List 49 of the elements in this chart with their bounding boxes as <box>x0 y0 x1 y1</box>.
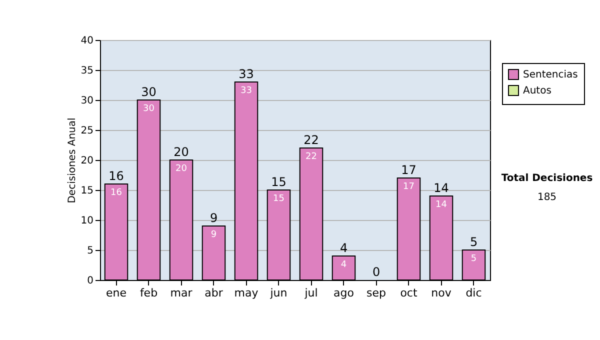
total-label: 17 <box>401 163 416 177</box>
total-label: 30 <box>141 85 156 99</box>
total-label: 22 <box>304 133 319 147</box>
x-tick-label: jun <box>269 286 288 300</box>
x-tick-label: jul <box>304 286 318 300</box>
data-label: 33 <box>240 86 252 96</box>
total-label: 4 <box>340 241 348 255</box>
x-tick-label: feb <box>140 286 158 300</box>
y-tick-label: 10 <box>80 216 94 226</box>
x-tick-label: may <box>234 286 259 300</box>
y-tick-label: 40 <box>80 36 94 46</box>
data-label: 14 <box>436 200 448 210</box>
legend-label: Sentencias <box>523 70 578 80</box>
x-tick-label: nov <box>431 286 452 300</box>
y-tick-label: 5 <box>87 246 94 256</box>
y-tick-label: 30 <box>80 96 94 106</box>
y-tick-label: 25 <box>80 126 94 136</box>
y-axis-title: Decisiones Anual <box>66 118 78 204</box>
legend-label: Autos <box>523 86 552 96</box>
data-label: 4 <box>340 260 347 270</box>
total-label: 16 <box>108 169 124 183</box>
data-label: 15 <box>273 194 284 204</box>
data-label: 22 <box>306 152 317 162</box>
data-label: 30 <box>143 104 155 114</box>
total-label: 9 <box>210 211 218 225</box>
x-tick-label: mar <box>170 286 193 300</box>
data-label: 9 <box>210 230 217 240</box>
x-tick-label: oct <box>400 286 418 300</box>
total-label: 33 <box>238 67 254 81</box>
x-tick-label: sep <box>366 286 386 300</box>
data-label: 5 <box>470 254 477 264</box>
y-tick-label: 0 <box>87 276 94 286</box>
x-tick-label: ene <box>106 286 127 300</box>
data-label: 20 <box>176 164 188 174</box>
x-tick-label: dic <box>466 286 482 300</box>
total-label: 20 <box>174 145 189 159</box>
total-label: 14 <box>434 181 449 195</box>
total-label: 5 <box>470 235 478 249</box>
y-tick-label: 20 <box>80 156 94 166</box>
x-tick-label: abr <box>204 286 224 300</box>
data-label: 17 <box>403 182 414 192</box>
x-tick-label: ago <box>334 286 354 300</box>
total-label: 15 <box>271 175 286 189</box>
y-tick-label: 15 <box>80 186 94 196</box>
total-label: 0 <box>372 265 380 279</box>
y-tick-label: 35 <box>80 66 94 76</box>
text: 185 <box>537 192 557 203</box>
text: Total Decisiones <box>501 173 593 184</box>
data-label: 16 <box>110 188 122 198</box>
